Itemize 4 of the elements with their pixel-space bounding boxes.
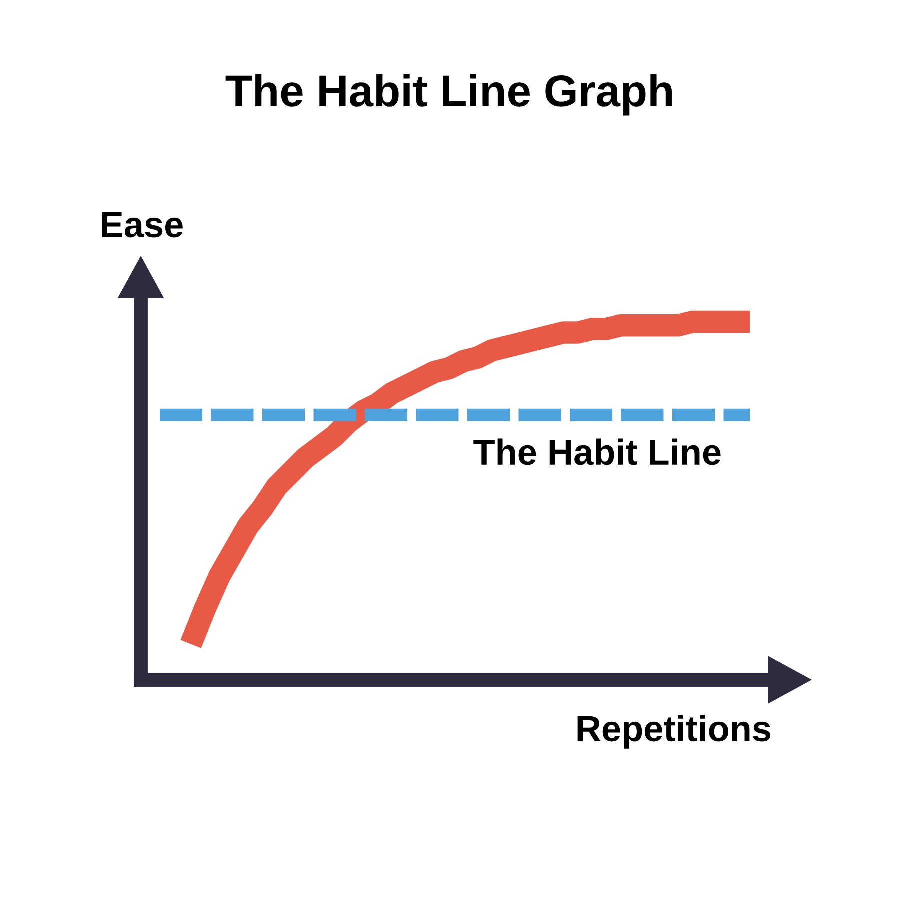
- chart-title: The Habit Line Graph: [226, 74, 672, 116]
- ref-line-label: The Habit Line: [474, 438, 721, 466]
- x-axis-title: Repetitions: [578, 715, 771, 749]
- y-axis-title: Ease: [102, 212, 183, 238]
